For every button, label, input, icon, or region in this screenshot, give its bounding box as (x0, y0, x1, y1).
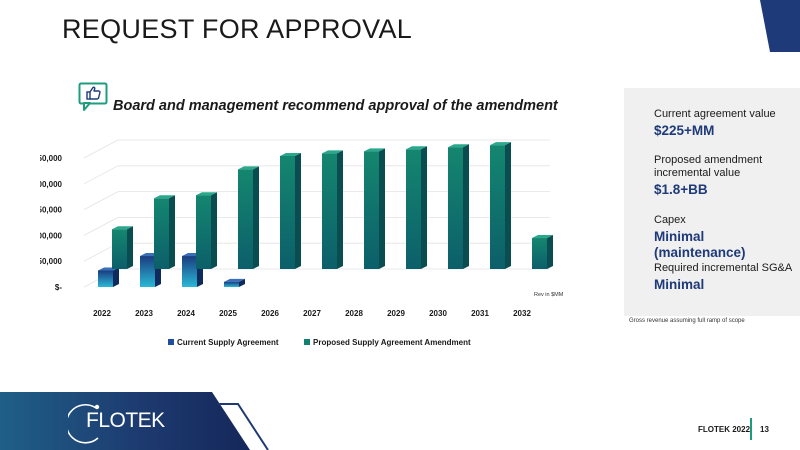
bar-current-2022 (98, 267, 119, 287)
legend-swatch (304, 339, 310, 345)
y-tick-label: $250,000 (40, 154, 63, 163)
bar-current-2025 (224, 278, 245, 287)
kpi-value: Minimal (maintenance) (654, 229, 746, 260)
gridline-depth (83, 217, 119, 236)
x-tick-label: 2028 (345, 309, 363, 318)
y-tick-label: $200,000 (40, 180, 63, 189)
x-tick-label: 2023 (135, 309, 153, 318)
legend-item-proposed: Proposed Supply Agreement Amendment (304, 338, 471, 347)
x-tick-label: 2026 (261, 309, 279, 318)
bar-proposed-2023 (154, 195, 175, 269)
legend-item-current: Current Supply Agreement (168, 338, 279, 347)
revenue-bar-chart: $- $50,000 $100,000 $150,000 $200,000 $250,00… (40, 139, 564, 347)
y-tick-label: $50,000 (40, 257, 63, 266)
bar-proposed-2027 (322, 150, 343, 269)
chart-annotation: Rev in $MM (534, 292, 564, 298)
page-title: REQUEST FOR APPROVAL (62, 14, 413, 44)
kpi-value: Minimal (654, 277, 705, 292)
kpi-label: Current agreement value (654, 108, 776, 120)
kpi-capex: Capex Minimal (maintenance) (654, 214, 794, 261)
legend-swatch (168, 339, 174, 345)
gridline-depth (83, 139, 119, 159)
footnote: Gross revenue assuming full ramp of scop… (629, 318, 745, 324)
flotek-circle-logo-icon (68, 403, 100, 444)
kpi-value: $1.8+BB (654, 182, 708, 197)
legend-label: Proposed Supply Agreement Amendment (313, 338, 471, 347)
footer-brand: FLOTEK 2022 (698, 425, 751, 434)
kpi-label: Required incremental SG&A (654, 262, 793, 274)
y-tick-label: $150,000 (40, 206, 63, 215)
bar-proposed-2024 (196, 192, 217, 269)
gridline-depth (83, 191, 119, 210)
bar-proposed-2025 (238, 166, 259, 269)
x-tick-label: 2024 (177, 309, 195, 318)
bar-proposed-2028 (364, 148, 385, 269)
legend-label: Current Supply Agreement (177, 338, 279, 347)
x-tick-label: 2030 (429, 309, 447, 318)
x-tick-label: 2025 (219, 309, 237, 318)
page-number: 13 (760, 425, 769, 434)
kpi-sga: Required incremental SG&A Minimal (654, 262, 794, 293)
x-tick-label: 2029 (387, 309, 405, 318)
bar-proposed-2026 (280, 152, 301, 269)
x-tick-label: 2032 (513, 309, 531, 318)
recommendation-heading: Board and management recommend approval … (113, 98, 558, 114)
corner-decoration (760, 0, 800, 52)
footer-separator (750, 418, 752, 440)
kpi-label: Capex (654, 214, 686, 226)
bar-proposed-2029 (406, 146, 427, 269)
bar-proposed-2022 (112, 226, 133, 269)
x-tick-label: 2031 (471, 309, 489, 318)
footer-decoration (0, 392, 269, 450)
kpi-label: Proposed amendment incremental value (654, 154, 763, 179)
x-tick-label: 2022 (93, 309, 111, 318)
kpi-panel (624, 88, 800, 316)
kpi-proposed-amendment: Proposed amendment incremental value $1.… (654, 154, 784, 198)
flotek-logo-text: FLOTEK (86, 409, 165, 432)
kpi-value: $225+MM (654, 123, 715, 138)
kpi-current-agreement: Current agreement value $225+MM (654, 108, 794, 139)
bar-proposed-2030 (448, 144, 469, 269)
bar-proposed-2032 (532, 235, 553, 269)
y-tick-label: $100,000 (40, 231, 63, 240)
x-tick-label: 2027 (303, 309, 321, 318)
y-tick-label: $- (55, 283, 62, 292)
thumbs-up-chat-icon (78, 82, 108, 111)
bar-proposed-2031 (490, 142, 511, 269)
gridline-depth (83, 165, 119, 185)
